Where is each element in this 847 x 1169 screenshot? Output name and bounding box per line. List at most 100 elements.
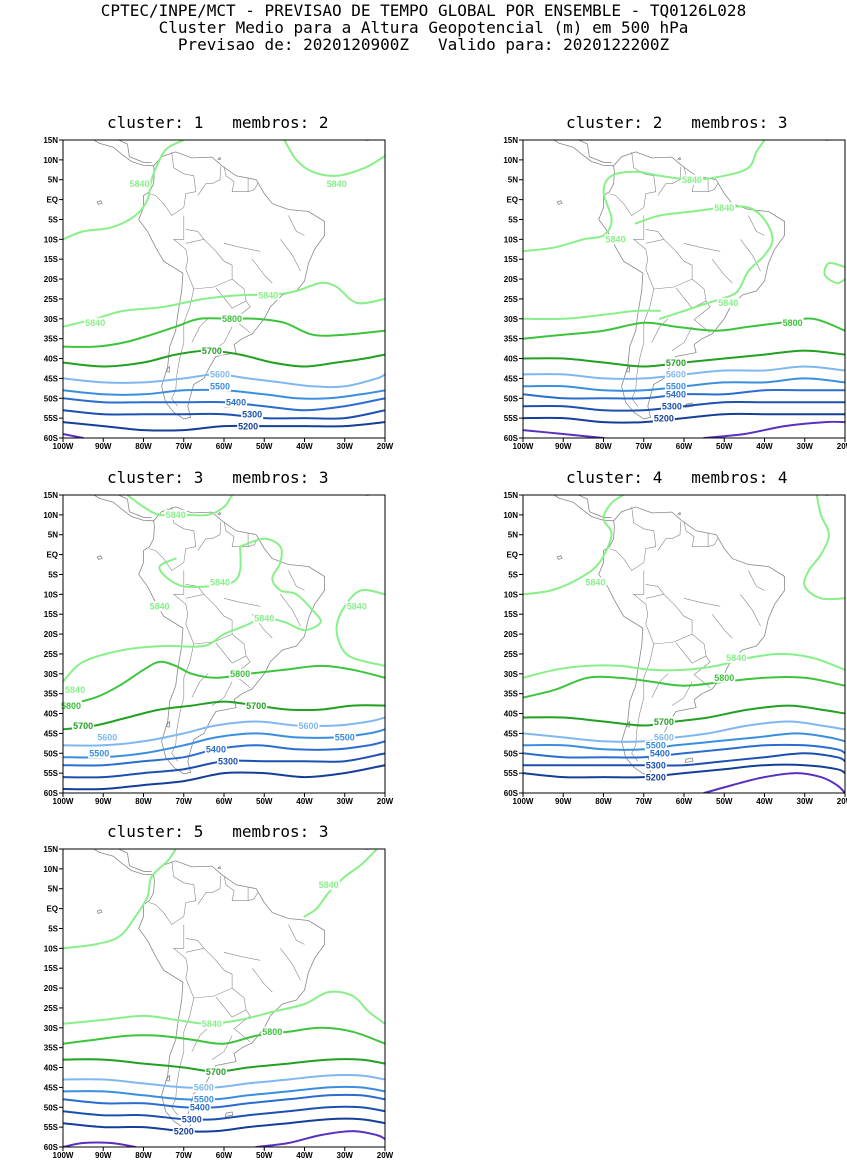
panel-3-contour-label: 5700 xyxy=(246,701,266,711)
panel-2-contour-5300 xyxy=(523,400,845,412)
panel-5-lat-label: 5S xyxy=(48,924,58,933)
panel-1-label-bg xyxy=(128,178,151,189)
panel-2-island xyxy=(556,200,563,205)
panel-2-lat-label: 15N xyxy=(503,136,518,145)
panel-5-contour-label: 5400 xyxy=(190,1103,210,1113)
panel-1-contour-label: 5700 xyxy=(202,346,222,356)
panel-1-country-border xyxy=(233,300,251,333)
panel-2-country-border xyxy=(748,215,765,236)
panel-1-contour-5800 xyxy=(63,317,385,348)
panel-5-island xyxy=(224,1111,234,1117)
panel-3-lon-label: 80W xyxy=(135,797,152,806)
panel-3-contour-5700 xyxy=(63,700,385,731)
panel-5-contour-label: 5500 xyxy=(194,1095,214,1105)
panel-4-lat-label: 40S xyxy=(504,710,519,719)
panel-5-lon-label: 50W xyxy=(256,1151,273,1160)
panel-4-lat-label: 10S xyxy=(504,590,519,599)
panel-1-lat-label: 45S xyxy=(44,374,59,383)
panel-1-south-america-coast xyxy=(138,151,326,420)
panel-5-contour-5200 xyxy=(63,1117,385,1133)
panel-4-label-bg xyxy=(652,716,675,727)
panel-1-island xyxy=(165,365,171,373)
panel-3-country-border xyxy=(185,593,233,645)
panel-2-lat-label: EQ xyxy=(506,196,518,205)
panel-5-lat-label: 10N xyxy=(43,865,58,874)
panel-1-label-bg xyxy=(208,369,231,380)
panel-3-contour-5840 xyxy=(158,545,242,589)
panel-5-contours xyxy=(63,849,385,1147)
panel-1-caribbean-coast xyxy=(117,140,152,163)
panel-4-label-bg xyxy=(725,652,748,663)
panel-3-country-border xyxy=(223,521,249,548)
panel-3-label-bg xyxy=(204,744,227,755)
panel-1-contour-5700 xyxy=(63,349,385,368)
panel-1-lat-label: EQ xyxy=(46,196,58,205)
panel-1-contour-label: 5500 xyxy=(210,382,230,392)
panel-5-label-bg xyxy=(261,1026,284,1037)
panel-1-country-border xyxy=(185,229,205,240)
panel-5-contour-5800 xyxy=(63,1026,385,1045)
panel-3-lat-label: 35S xyxy=(44,690,59,699)
panel-3-contour-label: 5600 xyxy=(299,721,319,731)
panel-1-contour-5400 xyxy=(63,397,385,412)
panel-2-caribbean-coast xyxy=(577,140,612,163)
panel-1-contour-label: 5400 xyxy=(226,398,246,408)
panel-5-lat-label: 45S xyxy=(44,1083,59,1092)
panel-1-country-border xyxy=(197,166,222,196)
panel-4-label-bg xyxy=(652,732,675,743)
panel-4-lat-label: 15S xyxy=(504,610,519,619)
panel-2-contour-label: 5600 xyxy=(666,370,686,380)
panel-2-contour-label: 5700 xyxy=(666,358,686,368)
panel-1-contour-label: 5840 xyxy=(129,179,149,189)
panel-2-lat-label: 20S xyxy=(504,275,519,284)
panel-1-country-border xyxy=(149,151,197,216)
panel-1-contour-5200 xyxy=(63,421,385,432)
panel-5-country-border xyxy=(223,875,249,902)
panel-5-label-bg xyxy=(192,1082,215,1093)
panel-1-country-border xyxy=(280,239,301,272)
panel-1-lat-label: 35S xyxy=(44,335,59,344)
panel-3-contour-label: 5840 xyxy=(166,510,186,520)
panel-2-label-bg xyxy=(681,174,704,185)
panel-2-country-border xyxy=(657,166,682,196)
panel-5-country-border xyxy=(248,891,259,901)
panel-5-lon-label: 20W xyxy=(377,1151,394,1160)
panel-3-lon-label: 30W xyxy=(337,797,354,806)
panel-5-lon-label: 80W xyxy=(135,1151,152,1160)
panel-5-lon-label: 30W xyxy=(337,1151,354,1160)
panel-4-country-border xyxy=(683,521,709,548)
panel-3-lon-label: 40W xyxy=(296,797,313,806)
panel-2-lat-label: 25S xyxy=(504,295,519,304)
panel-3-contour-label: 5500 xyxy=(89,749,109,759)
panel-5-lon-label: 40W xyxy=(296,1151,313,1160)
panel-2-country-border xyxy=(645,229,665,240)
panel-4-country-border xyxy=(609,506,657,571)
panel-4-country-border xyxy=(645,584,665,595)
panel-5-contour-label: 5840 xyxy=(319,880,339,890)
panel-1-country-border xyxy=(248,182,259,192)
panel-4-country-border xyxy=(671,681,693,706)
panel-4-contour-5840 xyxy=(803,495,845,601)
panel-3-label-bg xyxy=(164,509,187,520)
panel-5-island xyxy=(365,849,373,850)
panel-4-lon-label: 100W xyxy=(513,797,534,806)
panel-1-label-bg xyxy=(200,345,223,356)
panel-1-country-border xyxy=(191,318,209,343)
panel-5-lat-label: 20S xyxy=(44,984,59,993)
panel-5-lat-label: 15N xyxy=(43,845,58,854)
panel-2-contour-label: 5800 xyxy=(783,318,803,328)
panel-1-country-border xyxy=(172,215,189,270)
panel-2-lon-label: 50W xyxy=(716,442,733,451)
panel-4-lat-label: 15N xyxy=(503,491,518,500)
panel-3-contour-5600 xyxy=(63,716,385,747)
panel-4-contour-label: 5840 xyxy=(726,653,746,663)
panel-2-country-border xyxy=(645,268,655,290)
panel-4-country-border xyxy=(711,614,733,639)
panel-3-contour-5400 xyxy=(63,740,385,767)
panel-4-basemap xyxy=(553,495,833,775)
panel-4-label-bg xyxy=(713,672,736,683)
panel-1-lat-label: 10N xyxy=(43,156,58,165)
panel-3-label-bg xyxy=(148,601,171,612)
panel-4-country-border xyxy=(708,537,719,547)
